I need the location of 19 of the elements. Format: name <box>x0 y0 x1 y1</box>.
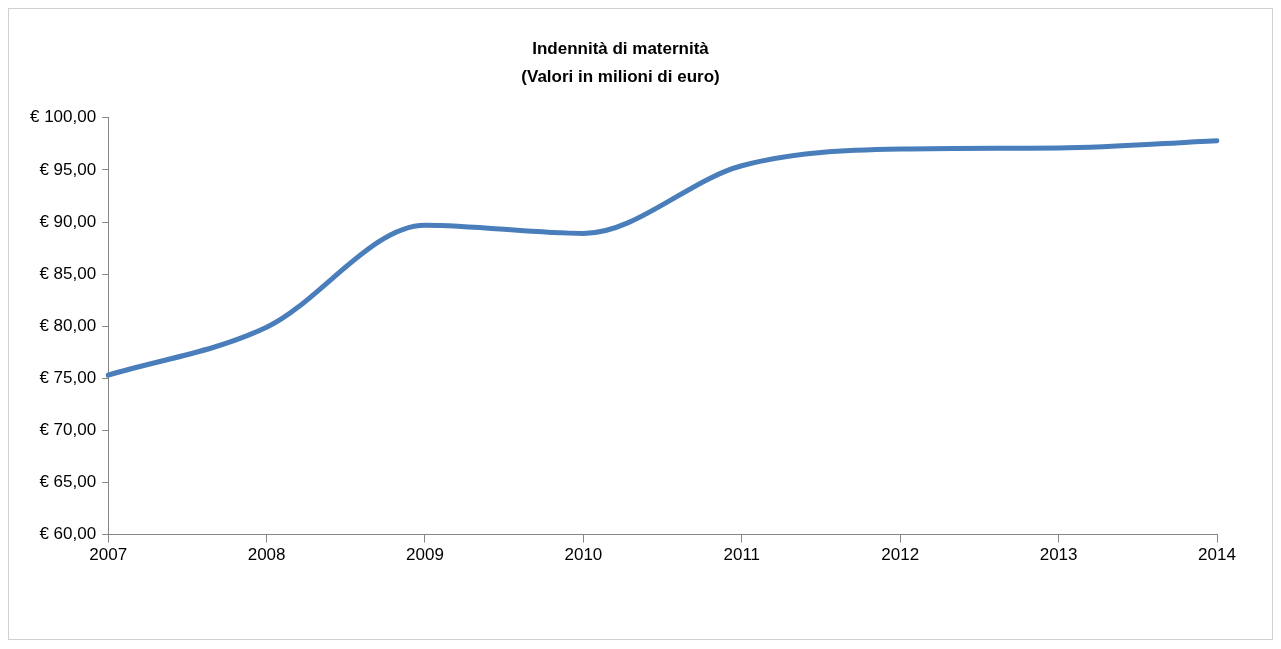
x-tick-label: 2012 <box>881 545 920 565</box>
y-tick-label: € 100,00 <box>29 107 97 127</box>
chart-title: Indennità di maternità <box>532 38 710 58</box>
x-tick-label: 2014 <box>1198 545 1236 565</box>
y-tick-label: € 75,00 <box>39 367 97 387</box>
y-tick-label: € 60,00 <box>39 524 97 544</box>
x-tick-label: 2010 <box>564 545 603 565</box>
x-tick-label: 2008 <box>247 545 286 565</box>
y-tick-label: € 65,00 <box>39 472 97 492</box>
y-tick-label: € 70,00 <box>39 420 97 440</box>
x-tick-label: 2007 <box>89 545 128 565</box>
y-tick-label: € 90,00 <box>39 211 97 231</box>
x-tick-label: 2009 <box>406 545 444 565</box>
y-tick-label: € 80,00 <box>39 315 97 335</box>
x-tick-label: 2011 <box>723 545 761 565</box>
x-tick-label: 2013 <box>1039 545 1078 565</box>
y-tick-label: € 85,00 <box>39 263 97 283</box>
chart-subtitle: (Valori in milioni di euro) <box>521 67 720 87</box>
y-tick-label: € 95,00 <box>39 159 97 179</box>
